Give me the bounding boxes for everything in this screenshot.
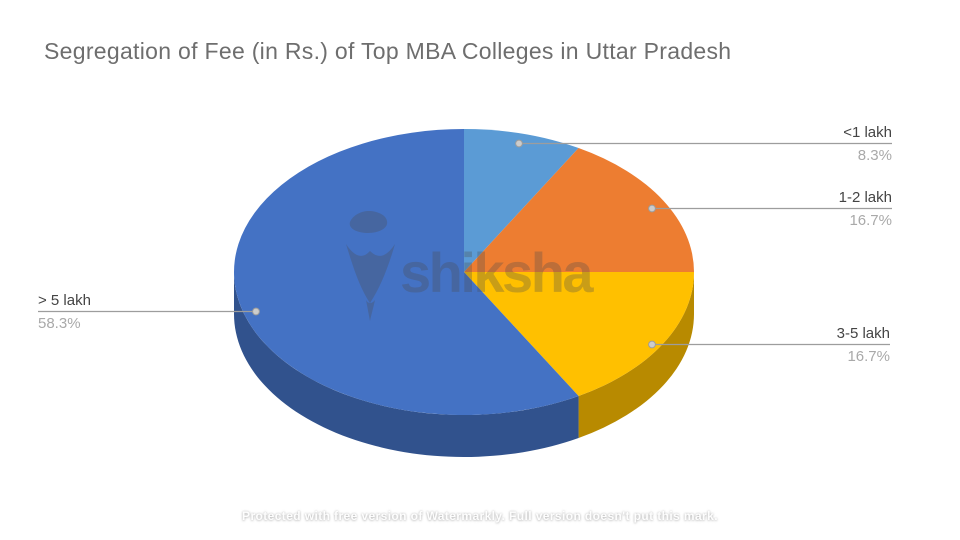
pie-slice-5-lakh[interactable]: [233, 129, 579, 416]
pie-slice-1-2-lakh[interactable]: [464, 148, 694, 272]
pie-slice-1-lakh[interactable]: [464, 129, 579, 272]
callout-percent: 16.7%: [847, 348, 890, 365]
callout-label: 3-5 lakh: [836, 325, 890, 342]
leader-dot-1-lakh: [515, 139, 523, 148]
pie-slice-3-5-lakh[interactable]: [464, 272, 694, 396]
leader-dot-5-lakh: [252, 307, 260, 316]
pie-side-5-lakh: [233, 272, 579, 457]
callout-percent: 16.7%: [849, 212, 892, 229]
leader-dot-1-2-lakh: [648, 204, 656, 213]
callout-percent: 8.3%: [857, 147, 892, 164]
leader-dot-3-5-lakh: [648, 340, 656, 349]
callout-percent: 58.3%: [38, 315, 81, 332]
callout-label: <1 lakh: [843, 124, 892, 141]
callout-label: 1-2 lakh: [838, 189, 892, 206]
callout-over-5-lakh: > 5 lakh 58.3%: [38, 291, 91, 334]
chart-title: Segregation of Fee (in Rs.) of Top MBA C…: [44, 38, 732, 64]
callout-under-1-lakh: <1 lakh 8.3%: [843, 123, 892, 166]
pie-side-3-5-lakh: [578, 272, 694, 438]
callout-3-5-lakh: 3-5 lakh 16.7%: [837, 324, 890, 367]
callout-1-2-lakh: 1-2 lakh 16.7%: [839, 188, 892, 231]
watermarkly-notice: Protected with free version of Watermark…: [242, 509, 718, 523]
callout-label: > 5 lakh: [38, 292, 91, 309]
